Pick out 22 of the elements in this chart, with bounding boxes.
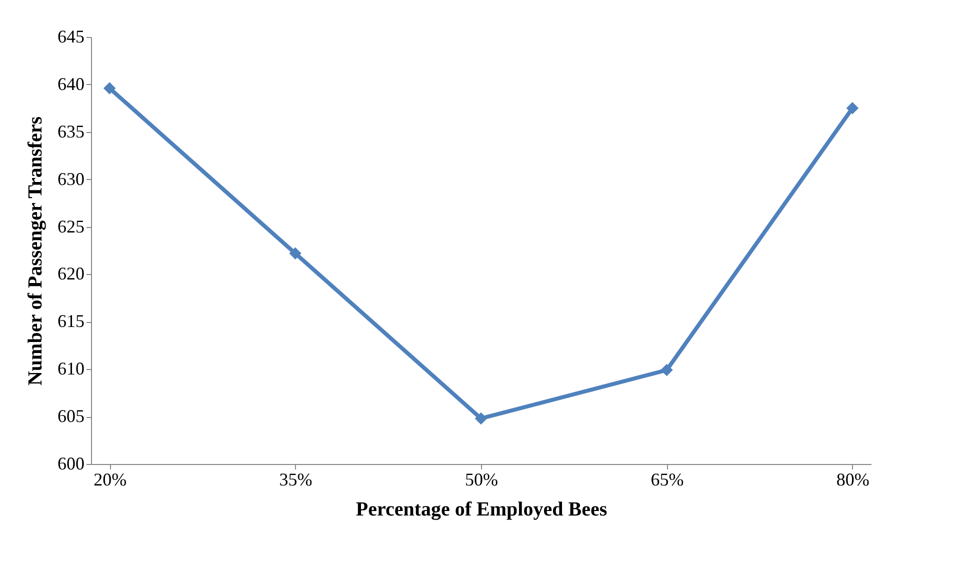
y-axis-title: Number of Passenger Transfers [24, 116, 46, 386]
y-tick-label: 600 [58, 454, 84, 474]
y-tick-label: 640 [58, 74, 84, 94]
y-tick-label: 645 [58, 26, 84, 46]
y-tick-label: 630 [58, 168, 84, 189]
y-tick-label: 620 [58, 264, 84, 284]
x-tick-label: 80% [836, 470, 870, 490]
x-tick-label: 20% [94, 470, 127, 490]
point [660, 364, 673, 376]
x-tick-label: 65% [650, 470, 684, 490]
x-axis-title: Percentage of Employed Bees [356, 498, 608, 520]
y-tick-label: 635 [58, 121, 84, 142]
y-tick-label: 605 [58, 406, 84, 426]
y-tick-label: 615 [58, 311, 84, 332]
x-tick-label: 35% [279, 470, 312, 490]
y-tick-label: 610 [58, 358, 84, 379]
point [474, 412, 488, 425]
point [103, 82, 116, 94]
point [846, 102, 859, 114]
x-tick-label: 50% [465, 470, 498, 490]
y-tick-label: 625 [58, 216, 84, 236]
point [289, 247, 302, 260]
